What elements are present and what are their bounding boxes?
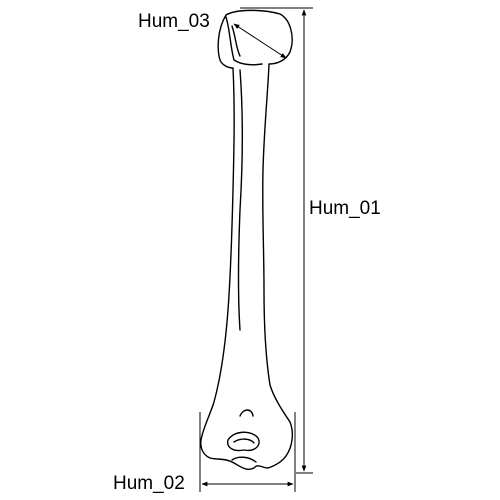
humerus-bone [200,9,294,471]
label-hum-02: Hum_02 [113,473,185,494]
label-hum-01: Hum_01 [309,198,381,219]
measure-epicondylar-width [199,412,296,492]
trochlea [227,431,260,452]
label-hum-03: Hum_03 [138,11,210,32]
measure-head-diameter [233,23,287,59]
shaft-inner-line [237,69,243,331]
olecranon-fossa [239,409,254,417]
trochlea-inner [233,438,255,444]
capitulum-edge [231,456,257,463]
head-contour [225,16,263,66]
humerus-outline [200,9,294,471]
measure-max-length [240,7,313,474]
